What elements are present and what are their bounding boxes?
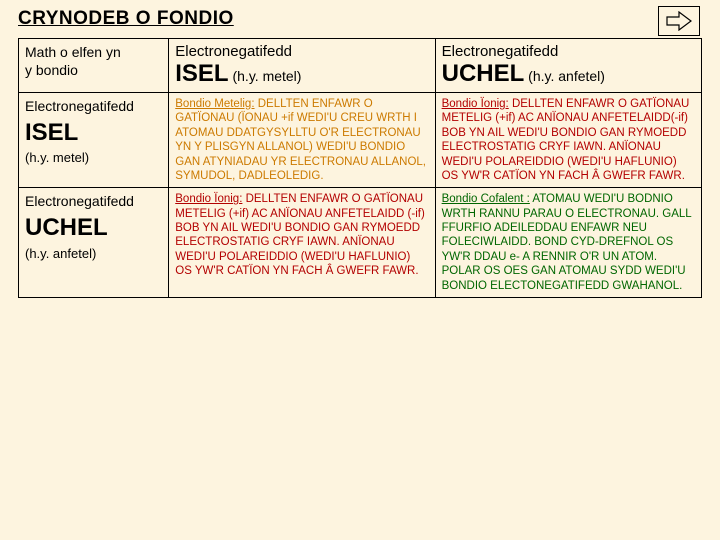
col2-top: Electronegatifedd xyxy=(175,43,428,60)
col2-sub: (h.y. metel) xyxy=(232,68,301,84)
column-header-uchel: Electronegatifedd UCHEL (h.y. anfetel) xyxy=(435,39,701,93)
cell-lead: Bondio Cofalent : xyxy=(442,193,530,205)
cell-body: DELLTEN ENFAWR O GATÏONAU METELIG (+if) … xyxy=(175,193,425,277)
cell-metallic-bonding: Bondio Metelig: DELLTEN ENFAWR O GATÏONA… xyxy=(169,93,435,188)
cell-lead: Bondio Ïonig: xyxy=(442,98,509,110)
cell-body: DELLTEN ENFAWR O GATÏONAU METELIG (+if) … xyxy=(442,98,690,182)
forward-arrow-icon xyxy=(665,11,693,31)
row2-top: Electronegatifedd xyxy=(25,98,134,114)
col3-top: Electronegatifedd xyxy=(442,43,695,60)
row3-top: Electronegatifedd xyxy=(25,193,134,209)
cell-body: ATOMAU WEDI'U BODNIO WRTH RANNU PARAU O … xyxy=(442,193,692,291)
cell-ionic-bonding-2: Bondio Ïonig: DELLTEN ENFAWR O GATÏONAU … xyxy=(169,188,435,298)
row-header-uchel: Electronegatifedd UCHEL (h.y. anfetel) xyxy=(19,188,169,298)
row3-big: UCHEL xyxy=(25,212,162,243)
row2-big: ISEL xyxy=(25,117,162,148)
cell-covalent-bonding: Bondio Cofalent : ATOMAU WEDI'U BODNIO W… xyxy=(435,188,701,298)
cell-ionic-bonding-1: Bondio Ïonig: DELLTEN ENFAWR O GATÏONAU … xyxy=(435,93,701,188)
corner-line2: y bondio xyxy=(25,62,78,78)
column-header-isel: Electronegatifedd ISEL (h.y. metel) xyxy=(169,39,435,93)
cell-lead: Bondio Ïonig: xyxy=(175,193,242,205)
col3-sub: (h.y. anfetel) xyxy=(528,68,605,84)
cell-body: DELLTEN ENFAWR O GATÏONAU (ÏONAU +if WED… xyxy=(175,98,426,182)
row2-sub: (h.y. metel) xyxy=(25,150,89,165)
page-title: CRYNODEB O FONDIO xyxy=(0,0,720,34)
corner-line1: Math o elfen yn xyxy=(25,44,121,60)
col2-big: ISEL xyxy=(175,60,228,87)
corner-cell: Math o elfen yn y bondio xyxy=(19,39,169,93)
row3-sub: (h.y. anfetel) xyxy=(25,246,96,261)
forward-arrow-button[interactable] xyxy=(658,6,700,36)
bonding-summary-table: Math o elfen yn y bondio Electronegatife… xyxy=(18,38,702,298)
row-header-isel: Electronegatifedd ISEL (h.y. metel) xyxy=(19,93,169,188)
cell-lead: Bondio Metelig: xyxy=(175,98,254,110)
col3-big: UCHEL xyxy=(442,60,525,87)
